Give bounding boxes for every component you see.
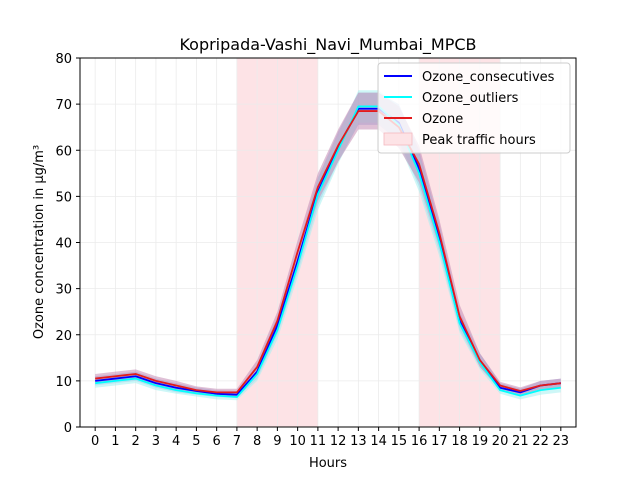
x-tick-label: 11 [310,434,327,449]
y-tick-label: 10 [55,375,72,390]
x-tick-label: 20 [492,434,509,449]
y-tick-label: 60 [55,144,72,159]
x-tick-label: 2 [132,434,140,449]
legend-patch-swatch [383,132,413,146]
y-tick-label: 70 [55,98,72,113]
y-axis-label: Ozone concentration in μg/m³ [32,145,47,339]
y-tick-label: 30 [55,283,72,298]
y-tick-label: 50 [55,190,72,205]
x-tick-label: 1 [111,434,119,449]
x-tick-label: 7 [233,434,241,449]
x-tick-label: 10 [289,434,306,449]
x-tick-label: 6 [213,434,221,449]
series-line-Ozone [95,110,561,394]
x-tick-label: 5 [192,434,200,449]
x-tick-label: 21 [512,434,529,449]
legend-label: Peak traffic hours [422,133,536,148]
x-tick-label: 4 [172,434,180,449]
series-line-Ozone_outliers [95,105,561,398]
x-tick-label: 22 [532,434,549,449]
y-tick-label: 20 [55,329,72,344]
x-tick-label: 17 [431,434,448,449]
legend-label: Ozone [422,112,463,127]
x-axis-label: Hours [309,456,347,471]
x-tick-label: 14 [370,434,387,449]
legend-label: Ozone_outliers [422,91,519,106]
x-tick-label: 18 [451,434,468,449]
series-band-Ozone [95,92,561,397]
x-tick-label: 3 [152,434,160,449]
x-tick-label: 0 [91,434,99,449]
chart-title: Kopripada-Vashi_Navi_Mumbai_MPCB [179,35,476,55]
y-tick-label: 40 [55,237,72,252]
x-tick-label: 19 [472,434,489,449]
legend-box [377,62,571,154]
x-tick-label: 15 [391,434,408,449]
x-tick-label: 13 [350,434,367,449]
x-tick-label: 16 [411,434,428,449]
x-tick-label: 23 [553,434,570,449]
x-tick-label: 12 [330,434,347,449]
x-tick-label: 9 [273,434,281,449]
y-tick-label: 0 [64,421,72,436]
plot-area: 0 1 2 3 4 5 6 7 8 9 10 11 12 13 14 15 16 17 18 19 20 21 22 2301… [55,52,577,449]
y-tick-label: 80 [55,52,72,67]
legend: Ozone_consecutives Ozone_outliers Ozone Pea… [377,62,571,154]
legend-label: Ozone_consecutives [422,70,555,85]
x-tick-label: 8 [253,434,261,449]
